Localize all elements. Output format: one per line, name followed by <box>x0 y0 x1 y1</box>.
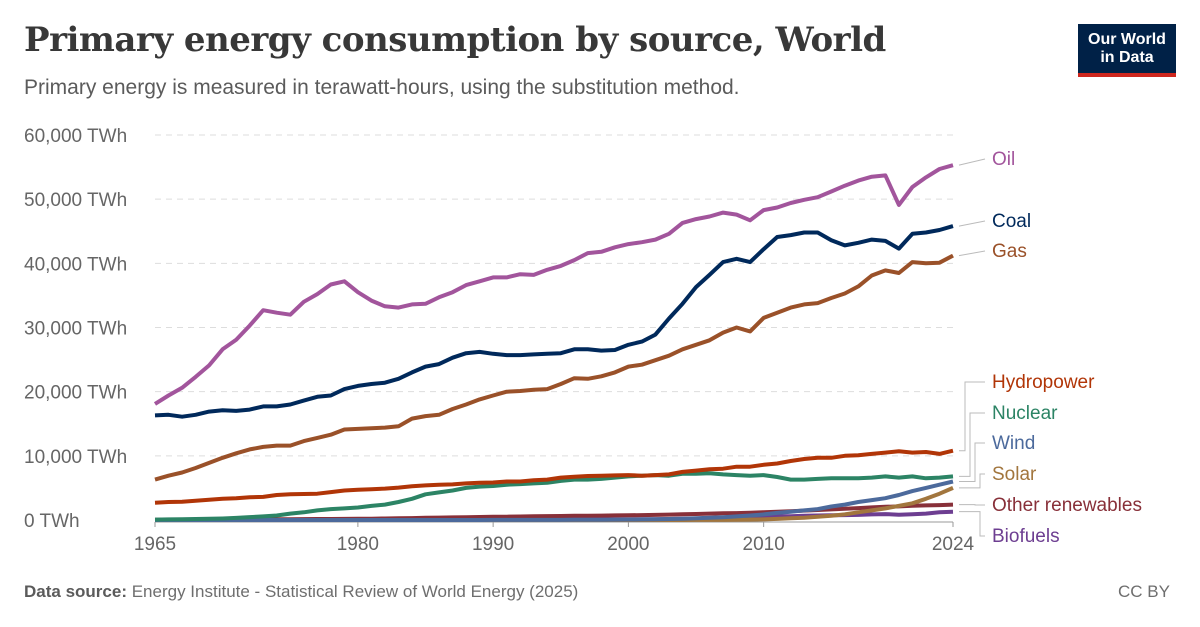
series-label-biofuels: Biofuels <box>992 526 1060 547</box>
series-label-solar: Solar <box>992 464 1037 485</box>
series-lines <box>153 163 954 522</box>
label-connector <box>958 220 986 227</box>
series-label-other-renewables: Other renewables <box>992 495 1142 516</box>
label-connector <box>959 511 985 537</box>
label-connector <box>959 412 985 477</box>
license[interactable]: CC BY <box>1118 582 1170 601</box>
series-line-nuclear <box>154 471 954 522</box>
chart-title: Primary energy consumption by source, Wo… <box>24 20 886 60</box>
series-label-coal: Coal <box>992 211 1031 232</box>
data-source-text[interactable]: Energy Institute - Statistical Review of… <box>131 582 579 601</box>
owid-logo[interactable]: Our World in Data <box>1078 24 1176 77</box>
data-source-label: Data source: <box>24 582 127 601</box>
series-label-wind: Wind <box>992 433 1035 454</box>
label-connector <box>959 442 985 482</box>
chart-subtitle: Primary energy is measured in terawatt-h… <box>24 76 740 99</box>
y-tick-label: 60,000 TWh <box>24 126 127 147</box>
y-tick-label: 0 TWh <box>24 511 80 532</box>
grid-lines <box>155 134 953 523</box>
label-connector <box>958 250 986 257</box>
series-line-coal <box>154 224 954 419</box>
logo-line-2: in Data <box>1100 49 1154 66</box>
series-labels: Biofuels Other renewables Solar Wind Nuclear… <box>958 149 1142 547</box>
y-axis-ticks: 0 TWh 10,000 TWh 20,000 TWh 30,000 TWh 40,00… <box>24 126 127 532</box>
x-tick-label: 1965 <box>134 534 176 555</box>
series-line-oil <box>153 163 954 406</box>
x-tick-label: 2010 <box>743 534 785 555</box>
series-label-hydropower: Hydropower <box>992 372 1095 393</box>
series-label-nuclear: Nuclear <box>992 403 1058 424</box>
logo-line-1: Our World <box>1088 31 1166 48</box>
x-axis-ticks: 1965 1980 1990 2000 2010 2024 <box>134 522 975 555</box>
y-tick-label: 30,000 TWh <box>24 319 127 340</box>
x-tick-label: 2000 <box>607 534 649 555</box>
y-tick-label: 10,000 TWh <box>24 447 127 468</box>
label-connector <box>958 158 986 166</box>
y-tick-label: 40,000 TWh <box>24 254 127 275</box>
series-line-wind <box>155 479 954 522</box>
x-tick-label: 1990 <box>472 534 514 555</box>
series-label-oil: Oil <box>992 149 1015 170</box>
label-connector <box>959 381 985 452</box>
x-tick-label: 2024 <box>932 534 975 555</box>
data-source: Data source: Energy Institute - Statisti… <box>24 582 578 602</box>
series-line-gas <box>154 253 954 482</box>
series-label-gas: Gas <box>992 241 1027 262</box>
y-tick-label: 50,000 TWh <box>24 190 127 211</box>
series-line-hydropower <box>154 448 954 505</box>
label-connector <box>959 473 985 489</box>
y-tick-label: 20,000 TWh <box>24 383 127 404</box>
x-tick-label: 1980 <box>337 534 379 555</box>
